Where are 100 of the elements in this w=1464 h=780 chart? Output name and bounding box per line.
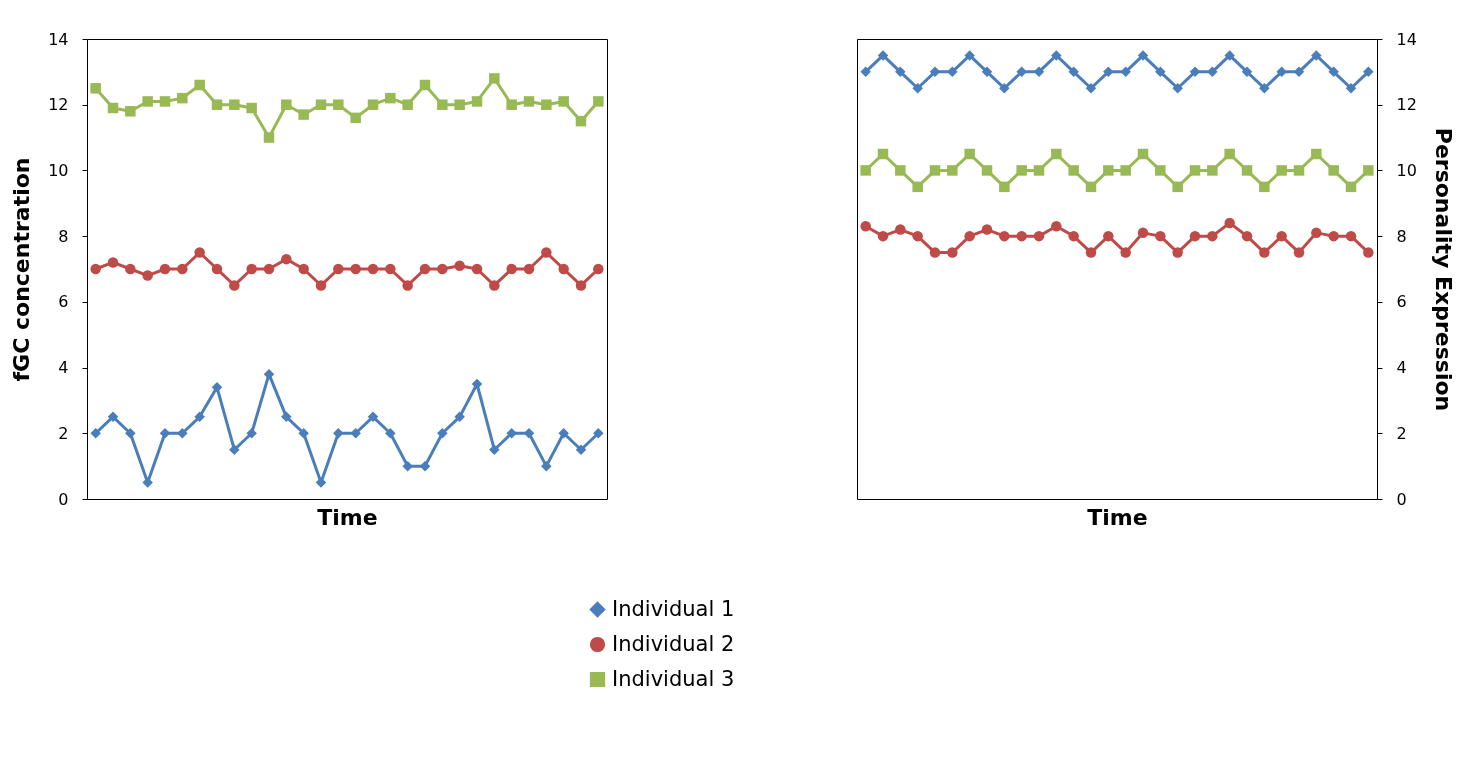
y-tick-label: 0 xyxy=(58,489,69,509)
y-tick-label: 4 xyxy=(1396,358,1407,378)
point xyxy=(1189,230,1201,242)
point xyxy=(229,444,240,455)
point xyxy=(315,99,327,110)
point xyxy=(1293,66,1305,78)
point xyxy=(211,99,223,110)
point xyxy=(964,230,975,242)
point xyxy=(211,263,223,275)
point xyxy=(1068,165,1079,176)
point xyxy=(385,263,396,275)
point xyxy=(489,280,500,291)
point xyxy=(895,165,906,176)
point xyxy=(142,270,153,281)
point xyxy=(1085,247,1097,258)
point xyxy=(1155,66,1166,78)
point xyxy=(159,96,171,107)
point xyxy=(281,253,292,265)
point xyxy=(194,411,205,423)
point xyxy=(523,263,535,275)
x-axis-title: Time xyxy=(1087,504,1148,530)
point xyxy=(419,460,431,472)
point xyxy=(1189,165,1201,176)
point xyxy=(999,230,1010,242)
point xyxy=(1120,247,1131,258)
point xyxy=(1155,165,1166,176)
point xyxy=(947,165,958,176)
point xyxy=(981,165,993,176)
point xyxy=(523,96,535,107)
point xyxy=(999,83,1010,94)
point xyxy=(107,102,119,114)
point xyxy=(912,83,923,94)
point xyxy=(1137,50,1149,61)
point xyxy=(333,263,344,275)
point xyxy=(1051,221,1062,232)
point xyxy=(877,230,889,242)
point xyxy=(298,428,309,439)
point xyxy=(1328,230,1339,242)
point xyxy=(90,263,101,275)
point xyxy=(506,263,517,275)
point xyxy=(929,247,941,258)
point xyxy=(506,428,517,439)
point xyxy=(402,99,413,110)
point xyxy=(1276,230,1287,242)
point xyxy=(1363,66,1374,78)
point xyxy=(177,428,188,439)
point xyxy=(593,428,604,439)
point xyxy=(1068,230,1079,242)
y-tick-label: 12 xyxy=(1396,95,1417,115)
y-tick-label: 4 xyxy=(58,358,69,378)
point xyxy=(367,99,379,110)
y-tick-label: 6 xyxy=(58,292,69,312)
point xyxy=(471,96,483,107)
y-tick-label: 0 xyxy=(1396,489,1407,509)
point xyxy=(159,263,171,275)
point xyxy=(1051,148,1062,160)
point xyxy=(142,96,153,107)
point xyxy=(125,428,136,439)
point xyxy=(1120,165,1131,176)
point xyxy=(263,263,275,275)
y-tick-label: 10 xyxy=(48,160,69,180)
point xyxy=(246,263,257,275)
point xyxy=(142,477,153,488)
point xyxy=(1172,181,1183,193)
point xyxy=(211,382,223,393)
y-tick-label: 8 xyxy=(1396,226,1407,246)
point xyxy=(1224,217,1235,229)
point xyxy=(877,148,889,160)
point xyxy=(558,263,569,275)
point xyxy=(229,99,240,110)
point xyxy=(1120,66,1131,78)
point xyxy=(593,263,604,275)
point xyxy=(1033,230,1045,242)
point xyxy=(1085,83,1097,94)
point xyxy=(454,99,465,110)
y-axis-title: Personality Expression xyxy=(1430,127,1456,412)
point xyxy=(1207,165,1218,176)
point xyxy=(350,263,361,275)
point xyxy=(194,247,205,258)
point xyxy=(419,263,431,275)
point xyxy=(402,280,413,291)
y-tick-label: 14 xyxy=(48,29,69,49)
point xyxy=(1137,227,1149,239)
point xyxy=(1207,230,1218,242)
point xyxy=(489,73,500,84)
point xyxy=(107,411,119,423)
point xyxy=(541,247,552,258)
point xyxy=(1103,165,1114,176)
point xyxy=(402,460,413,472)
point xyxy=(263,132,275,143)
point xyxy=(1103,230,1114,242)
point xyxy=(229,280,240,291)
point xyxy=(125,263,136,275)
y-axis-title: fGC concentration xyxy=(9,157,35,382)
point xyxy=(877,50,889,61)
point xyxy=(333,428,344,439)
point xyxy=(1293,165,1305,176)
point xyxy=(419,79,431,91)
point xyxy=(350,428,361,439)
point xyxy=(177,92,188,104)
